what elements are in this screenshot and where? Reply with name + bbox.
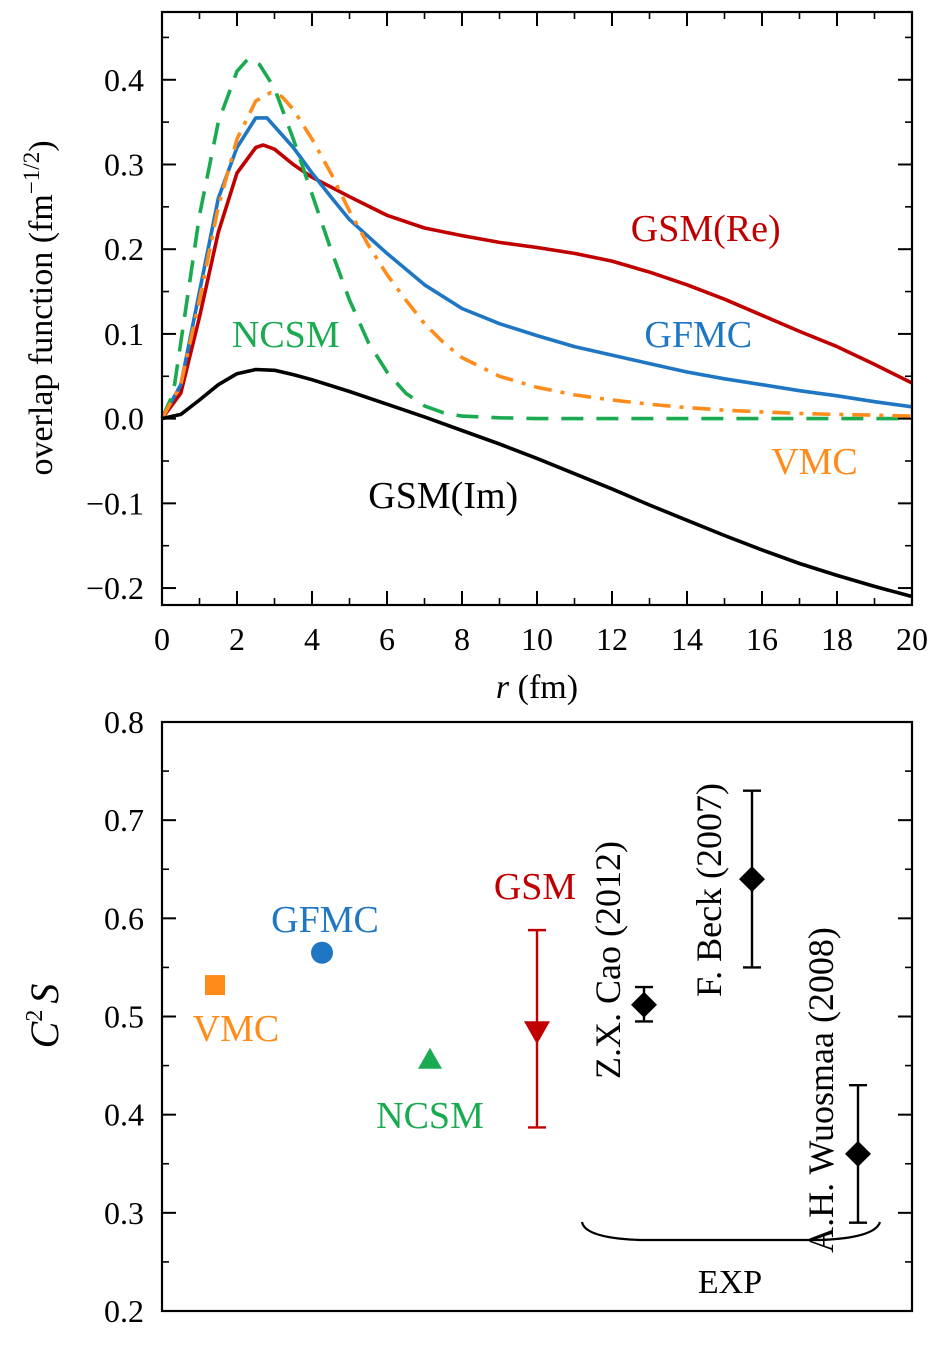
bottom-point-labels: VMC GFMC NCSM GSM Z.X. Cao (2012) F. Bec… <box>193 783 841 1253</box>
marker-gsm <box>524 1021 550 1045</box>
y-tick-label: 0.3 <box>104 1195 144 1231</box>
x-tick-label: 6 <box>379 621 395 657</box>
top-panel-line-chart: 0 2 4 6 8 10 12 14 16 18 20 −0.2 −0.1 0.0 0.1 0.2 0.3 0.4… <box>19 10 928 706</box>
point-label-wuosmaa-2008: A.H. Wuosmaa (2008) <box>801 927 841 1253</box>
y-label-text: overlap function (fm <box>23 194 60 475</box>
x-label-unit: (fm) <box>518 669 578 706</box>
y-tick-label: −0.1 <box>86 485 144 521</box>
point-label-gsm: GSM <box>494 866 576 908</box>
y-label-sup: −1/2 <box>19 152 44 194</box>
series-label-gsm-re: GSM(Re) <box>631 208 781 250</box>
y-label-c: C <box>22 1020 67 1048</box>
series-line-vmc <box>160 90 913 420</box>
top-series-group <box>160 56 913 599</box>
top-y-axis-label: overlap function (fm−1/2) <box>19 140 60 475</box>
point-label-cao-2012: Z.X. Cao (2012) <box>588 841 628 1079</box>
series-label-gfmc: GFMC <box>644 314 752 356</box>
series-label-gsm-im: GSM(Im) <box>368 475 518 517</box>
x-tick-label: 4 <box>304 621 320 657</box>
top-x-axis-label: r (fm) <box>496 669 578 706</box>
y-tick-label: 0.3 <box>104 146 144 182</box>
x-tick-label: 10 <box>521 621 553 657</box>
y-tick-label: 0.7 <box>104 802 144 838</box>
exp-group-brace <box>580 1221 882 1242</box>
y-label-c-sup: 2 <box>22 1010 48 1022</box>
top-plot-frame <box>160 10 914 607</box>
y-tick-label: 0.8 <box>104 704 144 740</box>
series-line-gfmc <box>160 116 913 420</box>
x-tick-label: 8 <box>454 621 470 657</box>
marker-f-beck-2007 <box>739 866 765 893</box>
y-tick-label: 0.2 <box>104 1293 144 1329</box>
series-line-gsm-re <box>160 143 913 420</box>
y-tick-label: 0.4 <box>104 1097 144 1133</box>
bottom-point-group <box>205 789 871 1224</box>
point-label-gfmc: GFMC <box>271 899 379 941</box>
y-tick-label: 0.0 <box>104 401 144 437</box>
x-tick-label: 0 <box>154 621 170 657</box>
top-tick-group: 0 2 4 6 8 10 12 14 16 18 20 −0.2 −0.1 0.0 0.1 0.2 0.3 0.4 <box>86 12 928 657</box>
point-label-ncsm: NCSM <box>376 1095 484 1137</box>
marker-vmc <box>205 975 225 996</box>
bottom-panel-scatter-chart: 0.2 0.3 0.4 0.5 0.6 0.7 0.8 VMC GFMC NCSM GSM … <box>22 704 914 1329</box>
x-tick-label: 20 <box>896 621 928 657</box>
marker-z-x-cao-2012 <box>631 991 657 1018</box>
exp-group-label: EXP <box>698 1264 762 1301</box>
series-line-gsm-im <box>161 367 913 599</box>
x-tick-label: 16 <box>746 621 778 657</box>
point-label-beck-2007: F. Beck (2007) <box>689 783 729 997</box>
y-label-close: ) <box>23 140 60 151</box>
marker-gfmc <box>311 941 333 964</box>
marker-a-h-wuosmaa-2008 <box>845 1140 871 1167</box>
y-tick-label: 0.2 <box>104 231 144 267</box>
x-label-variable: r <box>496 669 510 706</box>
y-tick-label: 0.4 <box>104 62 144 98</box>
bottom-tick-group: 0.2 0.3 0.4 0.5 0.6 0.7 0.8 <box>104 704 912 1329</box>
point-label-vmc: VMC <box>193 1008 280 1050</box>
bottom-y-axis-label: C2 S <box>22 984 67 1049</box>
series-label-vmc: VMC <box>771 441 858 483</box>
y-tick-label: −0.2 <box>86 570 144 606</box>
y-tick-label: 0.5 <box>104 999 144 1035</box>
marker-ncsm <box>418 1047 442 1069</box>
y-tick-label: 0.6 <box>104 900 144 936</box>
x-tick-label: 14 <box>671 621 703 657</box>
series-line-ncsm <box>160 56 912 421</box>
top-series-labels: GSM(Re) GFMC NCSM VMC GSM(Im) <box>232 208 858 517</box>
x-tick-label: 18 <box>821 621 853 657</box>
x-tick-label: 12 <box>596 621 628 657</box>
y-label-s: S <box>22 984 67 1004</box>
y-tick-label: 0.1 <box>104 316 144 352</box>
series-label-ncsm: NCSM <box>232 314 340 356</box>
x-tick-label: 2 <box>229 621 245 657</box>
